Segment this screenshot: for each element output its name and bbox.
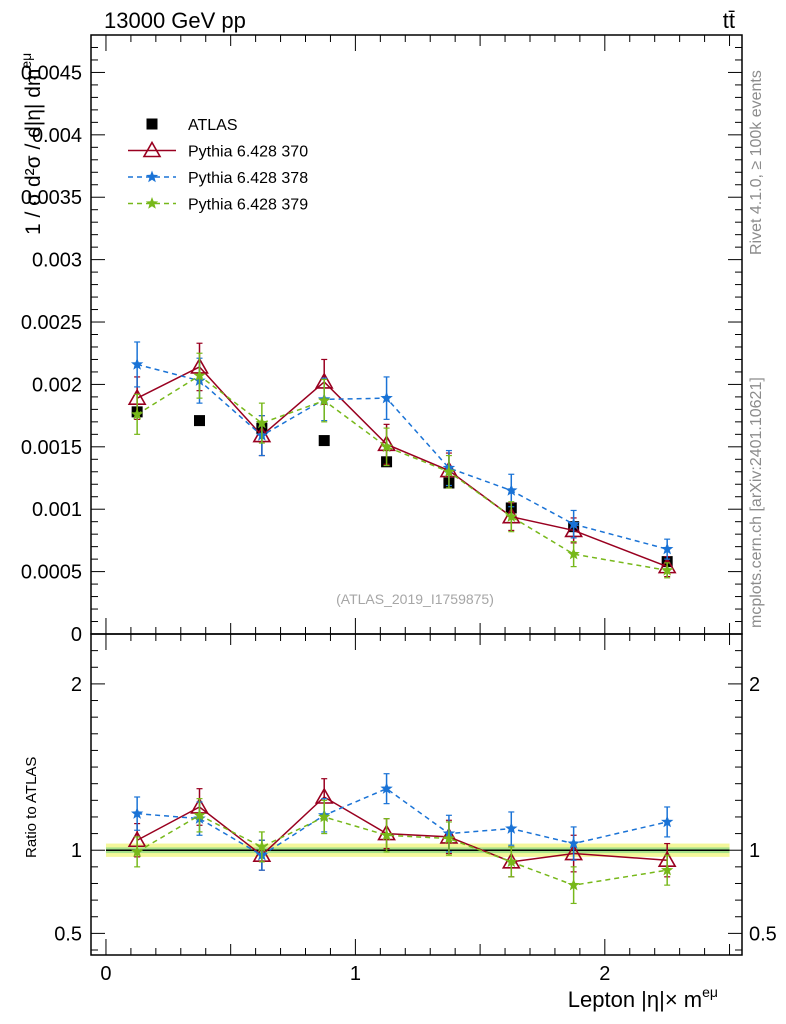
main-y-tick-label: 0.0015 (21, 437, 82, 459)
ratio-data-point (131, 845, 144, 858)
legend-marker (146, 118, 158, 130)
ratio-data-point (661, 863, 674, 876)
rivet-version-label: Rivet 4.1.0, ≥ 100k events (748, 70, 765, 255)
ratio-data-point (505, 822, 518, 834)
series-line (136, 374, 668, 572)
source-label: mcplots.cern.ch [arXiv:2401.10621] (748, 377, 765, 628)
data-point (505, 484, 518, 496)
legend-label: Pythia 6.428 378 (188, 170, 308, 187)
main-y-tick-label: 0.002 (32, 374, 82, 396)
ratio-plot-frame (90, 633, 743, 956)
data-point (255, 416, 268, 429)
x-axis-label: Lepton |η|× meμ (568, 984, 718, 1012)
series-line (136, 366, 668, 568)
process-label: tt̄ (723, 8, 735, 33)
legend-marker (145, 197, 159, 209)
ratio-data-point (131, 807, 144, 819)
ratio-y-tick-label-right: 1 (749, 840, 760, 862)
data-point (661, 542, 674, 555)
legend-entry: Pythia 6.428 379 (128, 197, 308, 214)
series-3 (131, 352, 674, 579)
legend: ATLAS Pythia 6.428 370 Pythia 6.428 378 Pyt… (128, 117, 308, 214)
ratio-data-point (380, 782, 393, 794)
data-point (193, 369, 206, 381)
x-tick-label: 0 (100, 963, 111, 985)
ratio-data-point (505, 855, 518, 868)
ratio-series-2 (131, 798, 674, 905)
ratio-y-tick-label-right: 0.5 (749, 923, 777, 945)
x-tick-label: 2 (599, 963, 610, 985)
legend-marker (142, 140, 162, 158)
legend-entry: Pythia 6.428 370 (128, 140, 308, 161)
ratio-y-axis-label: Ratio to ATLAS (23, 757, 40, 858)
main-y-tick-label: 0.0035 (21, 187, 82, 209)
data-point (567, 517, 580, 530)
series-0 (131, 406, 673, 568)
main-y-tick-label: 0.003 (32, 250, 82, 272)
ratio-data-point (318, 810, 331, 823)
main-y-tick-label: 0.0005 (21, 562, 82, 584)
legend-label: Pythia 6.428 379 (188, 197, 308, 214)
data-point (661, 563, 674, 576)
ratio-data-point (380, 828, 393, 841)
ratio-data-point (567, 878, 580, 891)
ratio-y-tick-label-left: 2 (71, 674, 82, 696)
ratio-data-point (661, 815, 674, 828)
data-point (194, 415, 205, 427)
main-y-tick-label: 0.004 (32, 125, 82, 147)
main-panel: 0 0.0005 0.001 0.0015 0.002 0.0025 0.003 0.0035… (21, 34, 743, 646)
data-point (318, 435, 330, 447)
ratio-y-tick-label-left: 1 (71, 840, 82, 862)
ratio-data-point (442, 832, 456, 844)
ratio-panel: 0 1 2 0.5 0.5 1 1 2 2 (54, 618, 777, 985)
ratio-y-tick-label-right: 2 (749, 674, 760, 696)
data-point (131, 407, 144, 420)
x-tick-label: 1 (350, 963, 361, 985)
legend-label: Pythia 6.428 370 (188, 144, 308, 161)
main-y-tick-label: 0.0045 (21, 62, 82, 84)
energy-label: 13000 GeV pp (104, 8, 246, 33)
legend-entry: Pythia 6.428 378 (128, 170, 308, 187)
data-point (131, 357, 144, 370)
legend-label: ATLAS (188, 117, 238, 134)
data-point (380, 440, 393, 453)
ratio-data-point (255, 840, 268, 853)
ratio-series-0 (127, 778, 677, 878)
legend-entry: ATLAS (146, 117, 238, 134)
data-point (442, 465, 456, 477)
main-y-tick-label: 0 (71, 624, 82, 646)
data-point (318, 394, 331, 406)
data-point (380, 391, 393, 404)
series-line (136, 363, 668, 550)
ratio-data-point (193, 808, 206, 821)
main-y-axis-label: 1 / σ d²σ / d|η| dmeμ (18, 53, 45, 235)
main-y-tick-label: 0.001 (32, 499, 82, 521)
data-point (505, 510, 518, 522)
analysis-watermark: (ATLAS_2019_I1759875) (336, 591, 494, 607)
ratio-y-tick-label-left: 0.5 (54, 923, 82, 945)
data-point (567, 547, 580, 560)
legend-marker (145, 170, 159, 183)
series-1 (127, 342, 677, 578)
main-y-tick-label: 0.0025 (21, 312, 82, 334)
ratio-data-point (567, 837, 580, 849)
